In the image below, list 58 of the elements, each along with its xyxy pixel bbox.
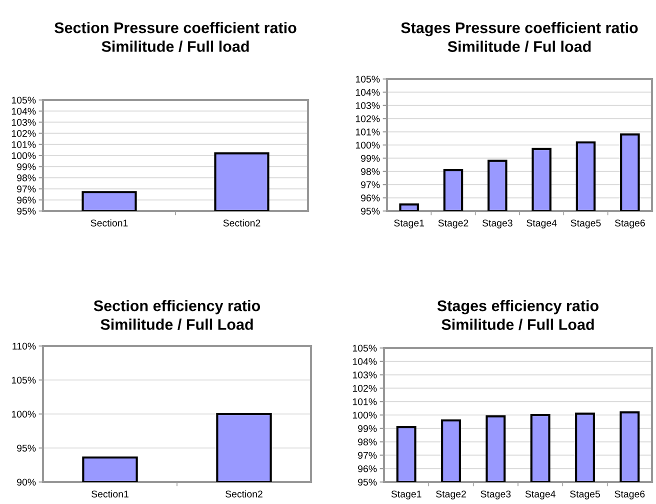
x-tick-label: Stage3 [480, 490, 511, 500]
y-tick-label: 103% [12, 118, 36, 126]
x-tick-label: Stage6 [614, 490, 645, 500]
x-tick-label: Stage3 [482, 220, 512, 228]
y-tick-label: 97% [17, 186, 36, 192]
y-tick-label: 105% [356, 76, 380, 83]
y-tick-label: 100% [356, 142, 380, 149]
x-tick-label: Stage2 [436, 490, 466, 500]
chart-title: Section Pressure coefficient ratio Similitude / Full load [54, 22, 296, 52]
x-tick-label: Stage4 [525, 490, 556, 500]
y-tick-label: 105% [12, 376, 36, 384]
x-tick-label: Section1 [90, 219, 128, 226]
chart-title: Stages Pressure coefficient ratio Similitude / Ful load [401, 22, 638, 52]
y-tick-label: 100% [352, 412, 377, 419]
y-tick-label: 99% [358, 425, 377, 432]
x-tick-label: Stage5 [570, 490, 600, 500]
x-tick-label: Section2 [223, 219, 260, 226]
y-tick-label: 95% [17, 208, 36, 215]
y-tick-label: 101% [352, 398, 377, 406]
y-tick-label: 104% [356, 88, 380, 96]
y-tick-label: 90% [17, 478, 36, 486]
y-tick-label: 104% [12, 108, 36, 115]
x-tick-label: Section2 [226, 490, 262, 498]
y-tick-label: 102% [352, 384, 377, 392]
x-tick-label: Stage1 [391, 490, 422, 500]
chart-title: Stages efficiency ratio Similitude / Full Load [437, 300, 598, 330]
x-tick-label: Stage2 [438, 220, 468, 228]
y-tick-label: 103% [356, 102, 380, 110]
y-tick-label: 101% [12, 141, 36, 148]
y-tick-label: 95% [17, 444, 36, 452]
x-tick-label: Stage6 [614, 220, 645, 228]
y-tick-label: 95% [358, 478, 377, 486]
y-tick-label: 98% [358, 438, 377, 446]
x-tick-label: Section1 [92, 490, 128, 498]
y-tick-label: 97% [361, 181, 380, 188]
y-tick-label: 97% [358, 452, 377, 459]
y-tick-label: 101% [356, 128, 380, 136]
x-tick-label: Stage1 [394, 220, 424, 228]
y-tick-label: 102% [12, 130, 36, 137]
y-tick-label: 95% [361, 208, 380, 215]
y-tick-label: 102% [356, 115, 380, 122]
y-tick-label: 96% [17, 196, 36, 204]
y-tick-label: 96% [361, 194, 380, 202]
y-tick-label: 100% [12, 152, 36, 160]
y-tick-label: 99% [17, 163, 36, 170]
y-tick-label: 103% [352, 372, 377, 378]
y-tick-label: 100% [12, 410, 36, 418]
y-tick-label: 99% [361, 154, 380, 162]
chart-title: Section efficiency ratio Similitude / Full Load [94, 300, 260, 330]
y-tick-label: 105% [12, 96, 36, 104]
y-tick-label: 98% [17, 174, 36, 182]
x-tick-label: Stage5 [570, 220, 601, 228]
x-tick-label: Stage4 [526, 220, 557, 228]
y-tick-label: 105% [352, 344, 377, 352]
y-tick-label: 98% [361, 168, 380, 176]
y-tick-label: 104% [352, 358, 377, 366]
y-tick-label: 110% [12, 342, 36, 350]
y-tick-label: 96% [358, 465, 377, 472]
